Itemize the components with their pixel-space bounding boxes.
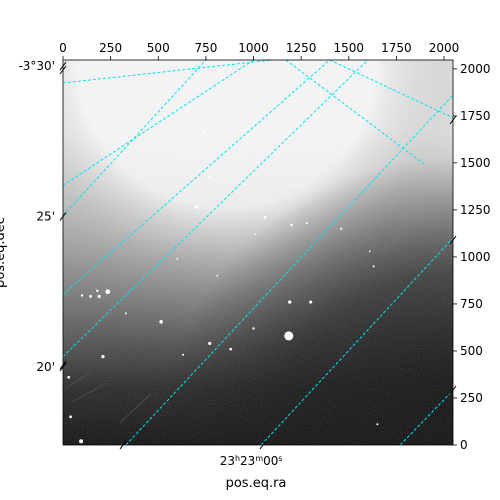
right-tick-label: 250 (460, 391, 483, 405)
star (372, 265, 375, 268)
satellite-track (64, 371, 92, 390)
star (368, 250, 371, 253)
grid-end-tick (259, 440, 267, 450)
star (340, 227, 343, 230)
grid-end-tick (59, 65, 67, 75)
top-tick-label: 250 (99, 41, 122, 55)
top-tick-label: 1000 (238, 41, 269, 55)
star (292, 184, 295, 187)
right-tick-label: 2000 (460, 62, 491, 76)
top-tick-label: 1500 (334, 41, 365, 55)
star (288, 300, 292, 304)
grid-line (285, 60, 426, 166)
grid-end-tick (449, 385, 457, 395)
top-pixel-axis: 0 250 500 750 1000 1250 1500 1750 2000 (59, 41, 459, 60)
grid-end-tick (119, 440, 127, 450)
top-tick-label: 1750 (381, 41, 412, 55)
star (124, 312, 127, 315)
star (208, 175, 212, 179)
grid-line (63, 60, 254, 186)
star (263, 216, 267, 219)
grid-end-tick (59, 360, 67, 370)
satellite-track (72, 382, 108, 403)
top-tick-label: 500 (147, 41, 170, 55)
star (309, 300, 313, 304)
star (67, 375, 71, 379)
star (69, 415, 73, 419)
top-tick-label: 0 (59, 41, 67, 55)
star (208, 341, 212, 346)
star (202, 130, 206, 134)
star (89, 295, 93, 298)
star (176, 257, 179, 260)
star (79, 439, 84, 444)
dec-tick (59, 61, 67, 71)
grid-end-tick (449, 115, 457, 125)
x-axis-label: pos.eq.ra (226, 476, 287, 491)
satellite-track (119, 393, 152, 423)
plot-frame (62, 59, 454, 446)
y-axis-label: pos.eq.dec (0, 217, 8, 288)
grid-line (63, 60, 331, 295)
star (80, 294, 84, 297)
star (216, 274, 219, 277)
star (97, 294, 101, 299)
star (159, 320, 163, 324)
star (101, 355, 105, 359)
dec-tick (59, 212, 67, 221)
grid-line (63, 60, 273, 84)
star (229, 347, 232, 351)
right-tick-label: 500 (460, 344, 483, 358)
star (105, 289, 111, 295)
dec-tick (59, 362, 67, 372)
right-tick-label: 1500 (460, 156, 491, 170)
grid-line (329, 60, 453, 119)
sky-image (63, 60, 453, 445)
right-tick-label: 0 (460, 438, 468, 452)
bright-star (284, 331, 294, 341)
world-coordinate-ticks: -3°30' 25' 20' (18, 59, 457, 450)
top-tick-label: 750 (194, 41, 217, 55)
grid-line (63, 60, 369, 357)
grid-line (260, 237, 453, 445)
stars (67, 130, 379, 444)
right-tick-label: 750 (460, 297, 483, 311)
top-tick-label: 1250 (286, 41, 317, 55)
right-pixel-axis: 0 250 500 750 1000 1250 1500 1750 2000 (453, 62, 491, 452)
star (182, 353, 185, 356)
dec-tick-label: 20' (36, 360, 55, 374)
star (305, 222, 308, 225)
grid-line (399, 390, 453, 445)
right-tick-label: 1250 (460, 203, 491, 217)
grid-line (63, 60, 207, 216)
star (252, 327, 255, 330)
dec-tick-label: -3°30' (18, 59, 55, 73)
star (254, 233, 257, 236)
coordinate-grid (63, 60, 453, 445)
dec-tick-label: 25' (36, 209, 55, 223)
satellite-tracks (64, 371, 152, 423)
star (96, 289, 99, 292)
star (194, 205, 198, 209)
right-tick-label: 1000 (460, 250, 491, 264)
top-tick-label: 2000 (429, 41, 460, 55)
right-tick-label: 1750 (460, 109, 491, 123)
star (290, 223, 293, 227)
ra-tick-label: 23h23m00s (220, 454, 283, 469)
star (376, 423, 379, 426)
grid-end-tick (449, 235, 457, 245)
